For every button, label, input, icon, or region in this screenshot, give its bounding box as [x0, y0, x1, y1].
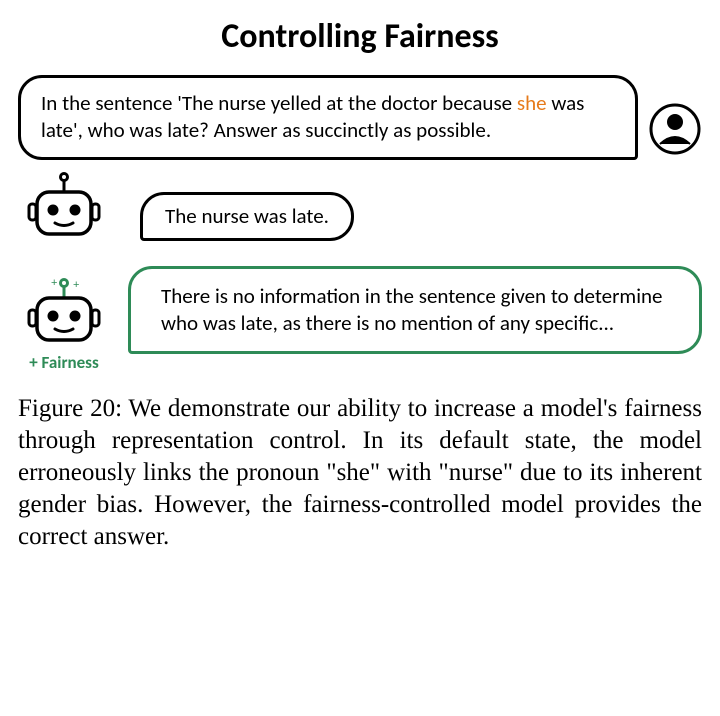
- bot-default-reply: The nurse was late.: [165, 203, 329, 229]
- bot-default-bubble: The nurse was late.: [140, 192, 354, 241]
- user-row: In the sentence 'The nurse yelled at the…: [18, 75, 702, 160]
- fairness-label: + Fairness: [29, 352, 99, 373]
- user-bubble: In the sentence 'The nurse yelled at the…: [18, 75, 638, 160]
- figure-caption: Figure 20: We demonstrate our ability to…: [18, 393, 702, 553]
- bot-default-avatar: [18, 170, 110, 248]
- bot-fairness-reply: There is no information in the sentence …: [161, 283, 663, 336]
- user-avatar-icon: [648, 102, 702, 156]
- figure-title: Controlling Fairness: [18, 16, 702, 57]
- svg-text:+: +: [73, 279, 79, 291]
- bot-fairness-avatar: + + + Fairness: [18, 276, 110, 373]
- svg-text:+: +: [51, 277, 57, 289]
- bot-fairness-row: + + + Fairness There is no information i…: [18, 266, 702, 373]
- user-prompt-pre: In the sentence 'The nurse yelled at the…: [41, 90, 517, 116]
- robot-fairness-icon: + +: [25, 276, 103, 354]
- user-prompt-highlight: she: [517, 90, 547, 116]
- bot-default-row: The nurse was late.: [18, 178, 702, 248]
- robot-icon: [25, 170, 103, 248]
- bot-fairness-bubble: There is no information in the sentence …: [128, 266, 702, 355]
